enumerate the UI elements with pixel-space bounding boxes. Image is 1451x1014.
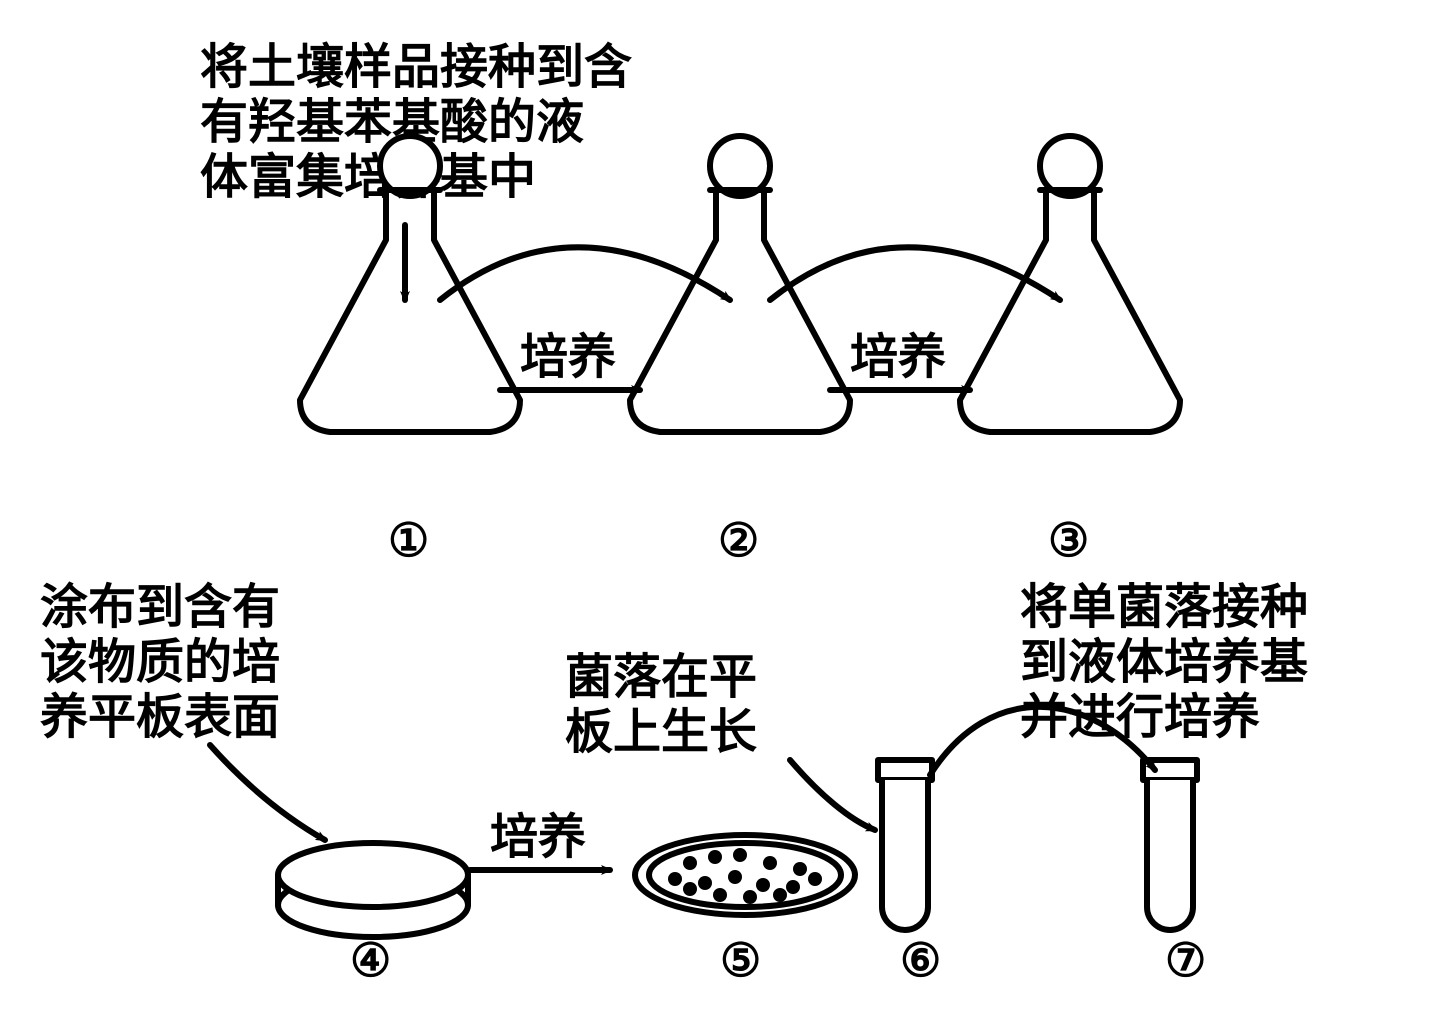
diagram-svg — [0, 0, 1451, 1014]
diagram-stage: 将土壤样品接种到含 有羟基苯基酸的液 体富集培养基中 涂布到含有 该物质的培 养… — [0, 0, 1451, 1014]
